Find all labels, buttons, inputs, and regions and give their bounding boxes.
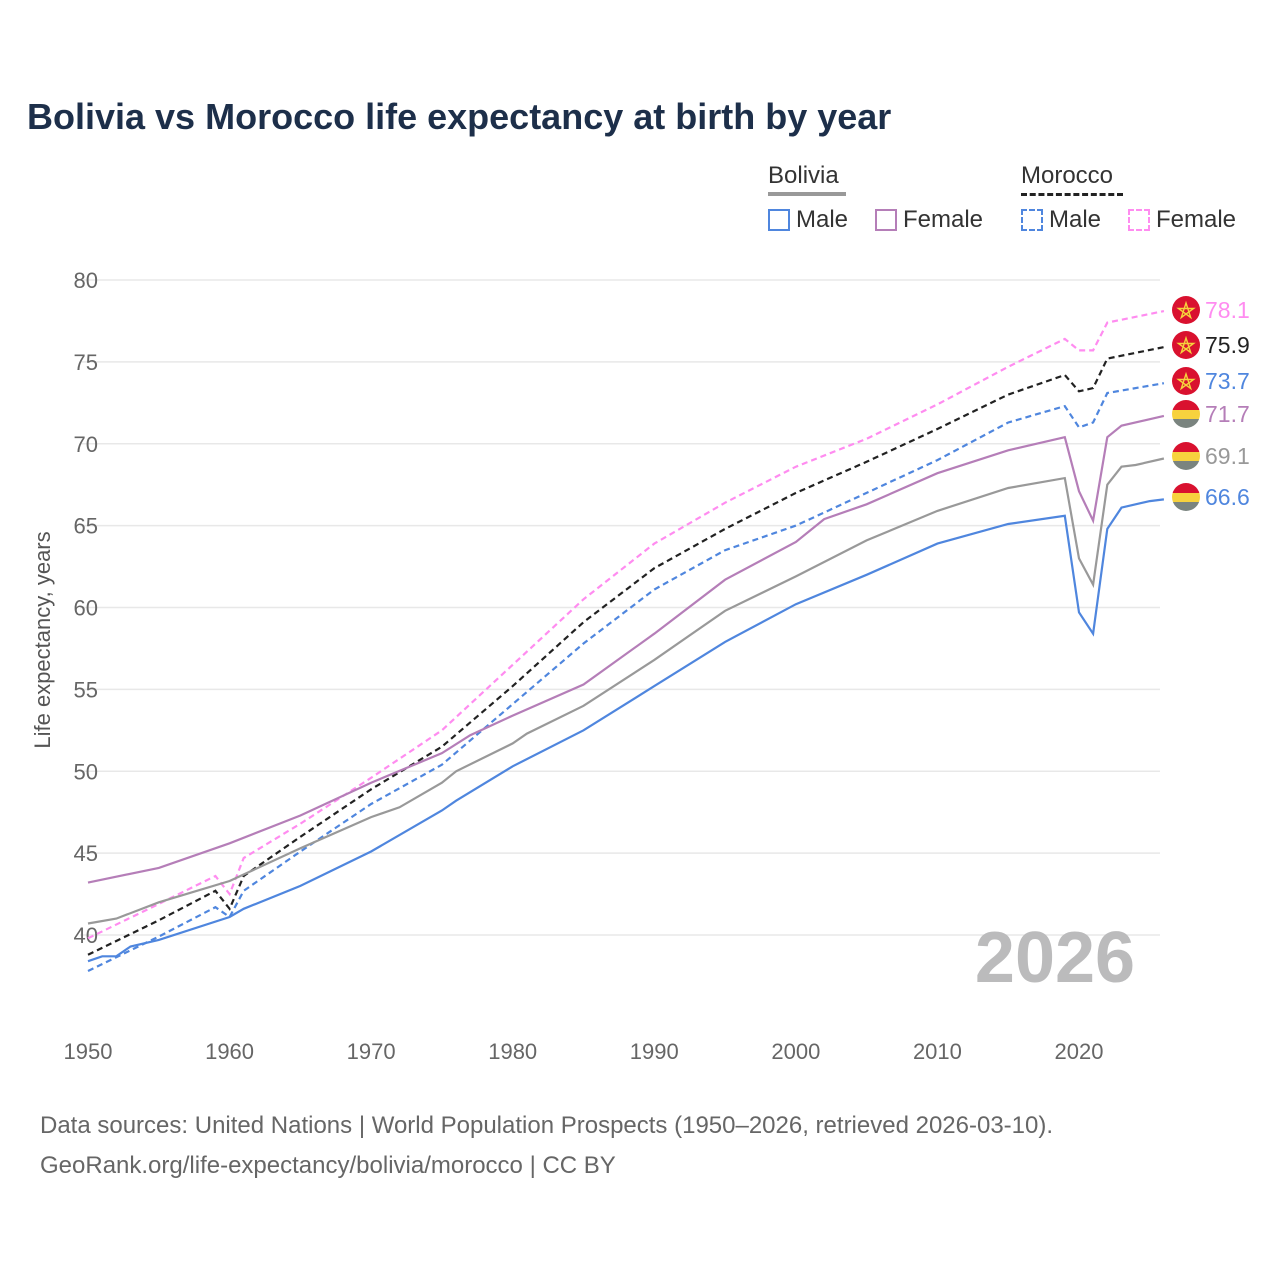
series-line-morocco-male xyxy=(87,382,1165,972)
legend-swatch xyxy=(1128,209,1150,231)
y-tick-label: 70 xyxy=(74,432,98,457)
legend-item-bolivia-male[interactable]: Male xyxy=(768,206,848,234)
morocco-flag-icon xyxy=(1172,367,1200,395)
legend-swatch xyxy=(875,209,897,231)
y-tick-label: 75 xyxy=(74,350,98,375)
y-tick-label: 65 xyxy=(74,514,98,539)
legend-group-bolivia: Bolivia xyxy=(768,162,846,196)
legend-label: Female xyxy=(1156,206,1237,233)
legend-group-line xyxy=(1021,193,1123,196)
bolivia-flag-icon xyxy=(1172,442,1200,470)
x-tick-label: 1960 xyxy=(205,1039,254,1064)
series-line-bolivia-male xyxy=(87,498,1165,963)
x-tick-label: 1950 xyxy=(64,1039,113,1064)
x-tick-label: 2000 xyxy=(771,1039,820,1064)
end-value-label: 69.1 xyxy=(1205,443,1250,469)
end-value-label: 73.7 xyxy=(1205,368,1250,394)
bolivia-flag-icon xyxy=(1172,400,1200,428)
bolivia-flag-icon xyxy=(1172,483,1200,511)
legend-swatch xyxy=(768,209,790,231)
y-tick-label: 80 xyxy=(74,268,98,293)
series-line-morocco-female xyxy=(87,310,1165,940)
legend-label: Male xyxy=(1049,206,1102,233)
y-tick-label: 50 xyxy=(74,759,98,784)
morocco-flag-icon xyxy=(1172,331,1200,359)
y-tick-label: 40 xyxy=(74,923,98,948)
legend-label: Female xyxy=(903,206,984,233)
source-text: Data sources: United Nations | World Pop… xyxy=(40,1112,1054,1139)
x-tick-label: 1970 xyxy=(347,1039,396,1064)
legend-group-label: Bolivia xyxy=(768,162,839,189)
morocco-flag-icon xyxy=(1172,296,1200,324)
legend-group-label: Morocco xyxy=(1021,162,1114,189)
legend-group-morocco: Morocco xyxy=(1021,162,1123,196)
legend-item-bolivia-female[interactable]: Female xyxy=(875,206,983,234)
y-axis-label: Life expectancy, years xyxy=(30,531,55,748)
y-tick-label: 60 xyxy=(74,596,98,621)
y-tick-label: 55 xyxy=(74,677,98,702)
source-link[interactable]: GeoRank.org/life-expectancy/bolivia/moro… xyxy=(40,1152,616,1179)
legend-item-morocco-female[interactable]: Female xyxy=(1128,206,1236,234)
year-watermark: 2026 xyxy=(975,918,1135,998)
series-line-morocco xyxy=(87,346,1165,956)
x-tick-label: 2010 xyxy=(913,1039,962,1064)
legend-item-morocco-male[interactable]: Male xyxy=(1021,206,1101,234)
legend-group-line xyxy=(768,192,846,196)
chart-title: Bolivia vs Morocco life expectancy at bi… xyxy=(27,96,892,137)
x-tick-label: 1980 xyxy=(488,1039,537,1064)
end-value-label: 71.7 xyxy=(1205,401,1250,427)
footer: Data sources: United Nations | World Pop… xyxy=(40,1106,1053,1186)
end-value-label: 78.1 xyxy=(1205,297,1250,323)
y-tick-label: 45 xyxy=(74,841,98,866)
series-line-bolivia-female xyxy=(87,414,1165,884)
x-tick-label: 1990 xyxy=(630,1039,679,1064)
legend-label: Male xyxy=(796,206,849,233)
end-value-label: 66.6 xyxy=(1205,484,1250,510)
legend-swatch xyxy=(1021,209,1043,231)
end-value-label: 75.9 xyxy=(1205,332,1250,358)
series-line-bolivia xyxy=(87,457,1165,925)
x-tick-label: 2020 xyxy=(1055,1039,1104,1064)
